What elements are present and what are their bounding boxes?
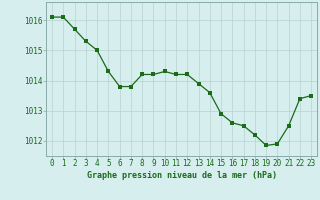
X-axis label: Graphe pression niveau de la mer (hPa): Graphe pression niveau de la mer (hPa): [87, 171, 276, 180]
